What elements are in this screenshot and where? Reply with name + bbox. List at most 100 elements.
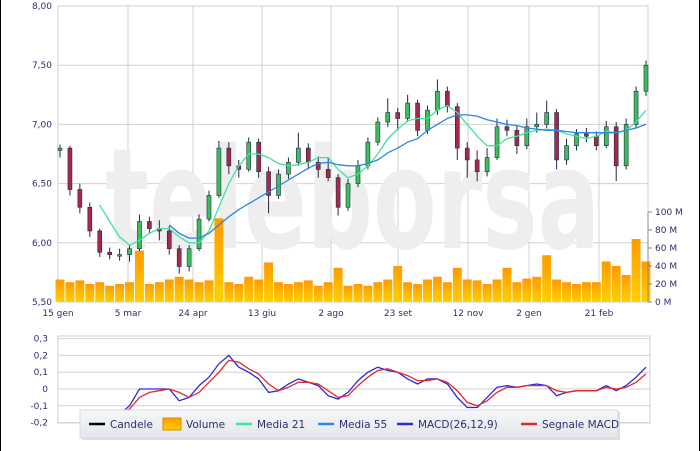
- volume-bar: [502, 267, 512, 302]
- volume-bar: [363, 285, 373, 302]
- candle-body: [147, 221, 152, 229]
- legend-label: MACD(26,12,9): [418, 419, 498, 431]
- candle-body: [226, 147, 232, 167]
- volume-bar: [522, 278, 532, 302]
- volume-bar: [383, 279, 393, 302]
- candle-body: [643, 64, 649, 92]
- candle-body: [166, 230, 172, 250]
- volume-bar: [164, 279, 174, 302]
- candle-body: [613, 126, 619, 167]
- volume-bar: [581, 282, 591, 302]
- candle: [623, 118, 629, 170]
- candle-body: [504, 126, 510, 131]
- candle-body: [137, 221, 142, 250]
- candle-body: [524, 126, 530, 147]
- volume-bar: [512, 282, 522, 302]
- candle-body: [306, 147, 311, 163]
- candle-body: [534, 124, 540, 128]
- price-tick-label: 6,50: [32, 180, 52, 190]
- volume-bar: [55, 279, 65, 302]
- candle-body: [87, 206, 93, 232]
- volume-bar: [621, 275, 631, 302]
- legend-item: MACD(26,12,9): [397, 419, 498, 431]
- volume-bar: [333, 267, 343, 302]
- volume-bar: [641, 261, 651, 302]
- volume-bar: [601, 261, 611, 302]
- volume-bar: [313, 285, 323, 302]
- macd-tick-label: -0,2: [30, 419, 48, 429]
- candle-body: [97, 230, 103, 253]
- legend-item: Media 55: [318, 419, 387, 431]
- candle-body: [405, 102, 410, 119]
- candle: [57, 144, 63, 158]
- price-tick-label: 6,00: [32, 239, 52, 249]
- signal-line: [119, 359, 647, 414]
- volume-bar: [234, 284, 244, 302]
- candle: [196, 214, 202, 252]
- candle-body: [564, 145, 569, 161]
- volume-bar: [144, 284, 154, 302]
- volume-bar: [95, 282, 105, 302]
- volume-bar: [154, 282, 164, 302]
- date-tick-label: 2 ago: [318, 309, 344, 319]
- legend-label: Volume: [186, 419, 225, 431]
- legend-item: Volume: [162, 417, 225, 431]
- volume-bar: [244, 276, 254, 302]
- macd-panel: [57, 335, 651, 424]
- candle-body: [107, 251, 112, 255]
- candle: [474, 150, 480, 182]
- candle-body: [454, 106, 460, 149]
- candle-body: [315, 161, 321, 170]
- legend-item: Media 21: [236, 419, 305, 431]
- volume-bar: [423, 279, 432, 302]
- date-tick-label: 12 nov: [453, 309, 485, 319]
- volume-tick-label: 100 M: [655, 208, 683, 218]
- volume-bar: [572, 284, 581, 302]
- candle: [484, 148, 490, 177]
- volume-bar: [373, 282, 383, 302]
- volume-bar: [343, 285, 353, 302]
- volume-bar: [611, 266, 621, 302]
- moving-averages: [99, 104, 647, 246]
- candle-body: [206, 195, 212, 220]
- candle-body: [345, 183, 351, 208]
- candle-body: [633, 90, 639, 125]
- volume-bar: [482, 284, 492, 302]
- date-tick-label: 24 apr: [178, 309, 208, 319]
- volume-bar: [432, 276, 442, 302]
- macd-tick-label: 0: [42, 385, 48, 395]
- candle: [97, 228, 103, 258]
- legend-label: Segnale MACD: [542, 419, 619, 431]
- candle: [107, 247, 112, 260]
- legend-item: Segnale MACD: [521, 419, 619, 431]
- volume-bar: [413, 284, 423, 302]
- candle: [315, 156, 321, 178]
- candle: [504, 119, 510, 137]
- candle: [643, 60, 649, 96]
- volume-bar: [293, 282, 303, 302]
- volume-bar: [134, 250, 144, 302]
- candle-body: [77, 189, 83, 208]
- candle: [266, 167, 271, 214]
- volume-bar: [65, 282, 75, 302]
- volume-bar: [542, 255, 552, 302]
- candle: [554, 109, 559, 170]
- candle-body: [514, 130, 520, 147]
- volume-bar: [631, 239, 641, 302]
- volume-bar: [264, 262, 274, 302]
- candle: [77, 183, 83, 214]
- candle: [613, 122, 619, 182]
- candle-body: [484, 157, 490, 173]
- candle: [564, 138, 569, 165]
- candle: [584, 127, 589, 143]
- volume-bar: [184, 279, 194, 302]
- candle-body: [425, 109, 430, 131]
- price-tick-label: 7,00: [32, 120, 52, 130]
- legend-item: Candele: [89, 419, 153, 431]
- ma55-line: [168, 114, 647, 239]
- volume-bar: [204, 280, 214, 302]
- candle: [117, 248, 122, 261]
- candle-body: [256, 141, 261, 173]
- volume-tick-label: 60 M: [655, 244, 677, 254]
- candle: [514, 125, 520, 154]
